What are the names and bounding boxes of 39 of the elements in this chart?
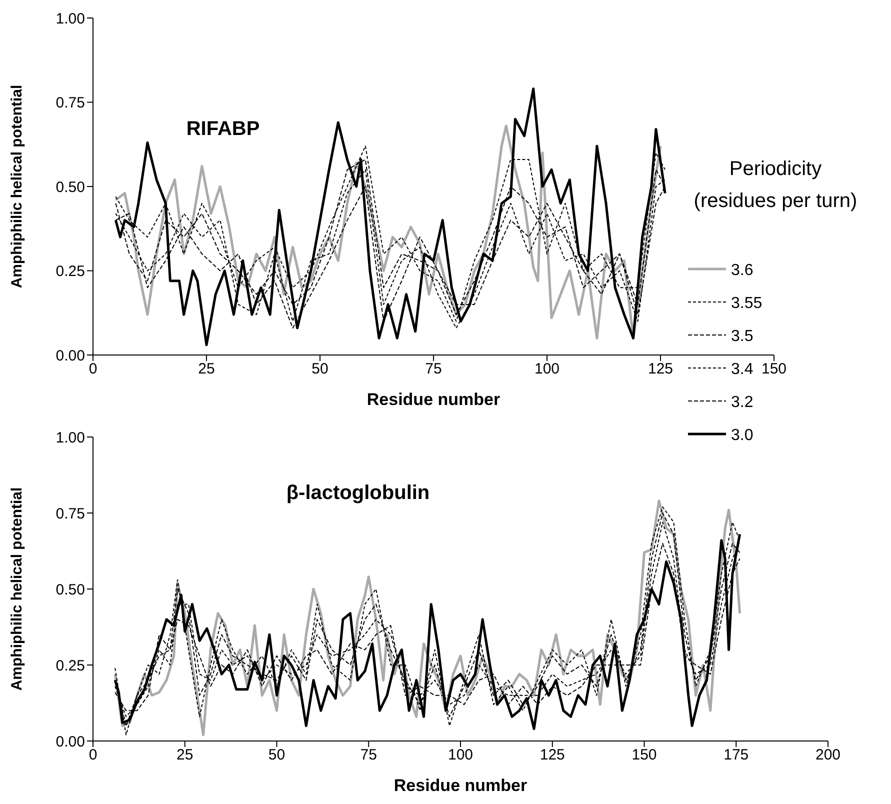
legend-label: 3.4: [731, 361, 754, 378]
text: β-lactoglobulin: [286, 482, 430, 504]
x-tick-label: 125: [540, 746, 565, 764]
x-tick-label: 75: [425, 360, 442, 378]
x-tick-label: 25: [198, 360, 215, 378]
x-tick-label: 25: [176, 746, 194, 764]
x-tick-label: 150: [761, 360, 787, 378]
y-tick-label: 0.00: [56, 733, 85, 750]
x-tick-label: 50: [312, 360, 328, 378]
legend-label: 3.5: [731, 328, 754, 345]
x-axis-title: Residue number: [366, 390, 500, 409]
legend-label: 3.0: [731, 427, 754, 444]
x-tick-label: 100: [448, 746, 474, 764]
y-axis-title: Amphiphilic helical potential: [8, 84, 26, 288]
y-axis-title: Amphiphilic helical potential: [8, 487, 26, 691]
y-tick-label: 0.25: [56, 263, 85, 280]
y-tick-label: 0.75: [56, 94, 85, 112]
x-tick-label: 100: [534, 360, 560, 378]
x-tick-label: 150: [632, 746, 657, 764]
legend-label: 3.2: [731, 394, 754, 411]
text: RIFABP: [186, 118, 260, 140]
x-tick-label: 0: [88, 746, 98, 764]
y-tick-label: 0.75: [56, 505, 85, 522]
x-tick-label: 125: [648, 360, 674, 378]
y-tick-label: 0.50: [56, 581, 85, 598]
x-tick-label: 175: [724, 746, 749, 764]
x-tick-label: 50: [268, 746, 286, 764]
y-tick-label: 0.25: [56, 657, 85, 674]
y-tick-label: 0.50: [56, 178, 85, 196]
x-axis-title: Residue number: [394, 776, 528, 795]
x-tick-label: 0: [88, 360, 98, 378]
y-tick-label: 0.00: [56, 347, 85, 364]
legend-label: 3.6: [731, 262, 754, 279]
legend-title: Periodicity (residues per turn): [692, 157, 858, 214]
y-tick-label: 1.00: [56, 429, 85, 446]
y-tick-label: 1.00: [56, 10, 85, 28]
x-tick-label: 200: [815, 746, 841, 764]
legend-label: 3.55: [731, 295, 762, 312]
x-tick-label: 75: [360, 746, 377, 764]
